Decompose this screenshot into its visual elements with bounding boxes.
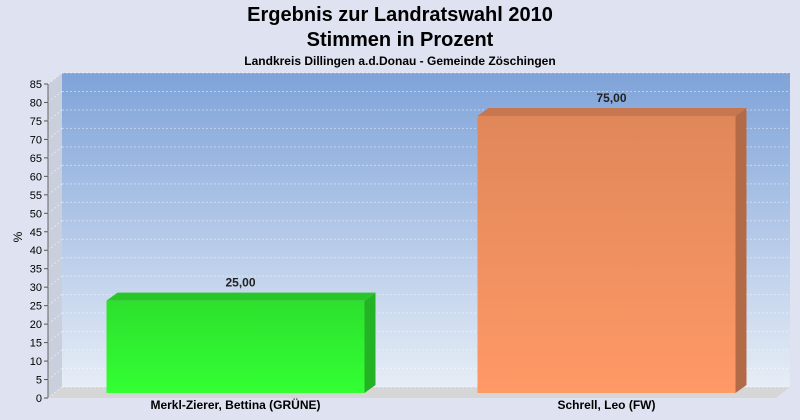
x-tick-label: Merkl-Zierer, Bettina (GRÜNE)	[150, 397, 320, 412]
y-tick-label: 55	[30, 190, 42, 202]
plot-left-wall	[48, 73, 62, 398]
y-tick-label: 5	[36, 375, 42, 387]
bar	[106, 300, 365, 393]
bar-side	[735, 107, 747, 394]
grid-line-wall	[47, 386, 63, 399]
grid-line-wall	[47, 109, 63, 122]
grid-line-wall	[47, 146, 63, 159]
grid-line-wall	[47, 128, 63, 140]
y-tick-label: 15	[30, 338, 42, 350]
data-label: 25,00	[225, 276, 255, 290]
y-tick-label: 70	[30, 134, 42, 146]
grid-line-wall	[47, 275, 63, 288]
y-tick-label: 30	[30, 282, 42, 294]
grid-line-wall	[47, 220, 63, 233]
grid-line-wall	[47, 294, 63, 307]
grid-line-wall	[47, 91, 63, 103]
y-tick-label: 75	[30, 116, 42, 128]
y-tick-label: 45	[30, 227, 42, 239]
data-label: 75,00	[596, 91, 626, 105]
y-tick-label: 10	[30, 356, 42, 368]
bar-side	[364, 292, 376, 393]
grid-line-wall	[47, 349, 63, 362]
grid-line-wall	[47, 312, 63, 325]
chart-title-line2: Stimmen in Prozent	[306, 29, 494, 51]
bar-top	[106, 292, 376, 301]
grid-line-wall	[47, 183, 63, 196]
grid-line-wall	[47, 331, 63, 343]
grid-line-wall	[47, 368, 63, 380]
y-tick-label: 65	[30, 153, 42, 165]
grid-line-wall	[47, 257, 63, 270]
grid-line-wall	[47, 164, 63, 177]
grid-line-wall	[47, 238, 63, 251]
y-tick-label: 80	[30, 97, 42, 109]
y-tick-label: 35	[30, 264, 42, 276]
bar-top	[477, 107, 747, 116]
chart-subtitle: Landkreis Dillingen a.d.Donau - Gemeinde…	[244, 54, 556, 68]
y-tick-label: 85	[30, 79, 42, 91]
grid-line-wall	[47, 72, 63, 85]
y-tick-label: 0	[36, 393, 42, 405]
y-tick-label: 50	[30, 208, 42, 220]
x-tick-label: Schrell, Leo (FW)	[557, 398, 655, 412]
y-tick-label: 60	[30, 171, 42, 183]
y-tick-label: 25	[30, 301, 42, 313]
bar	[477, 115, 736, 394]
y-tick-label: 40	[30, 245, 42, 257]
y-axis-label: %	[11, 231, 25, 242]
chart-title: Ergebnis zur Landratswahl 2010	[247, 4, 553, 26]
y-tick-label: 20	[30, 319, 42, 331]
grid-line-wall	[47, 201, 63, 214]
